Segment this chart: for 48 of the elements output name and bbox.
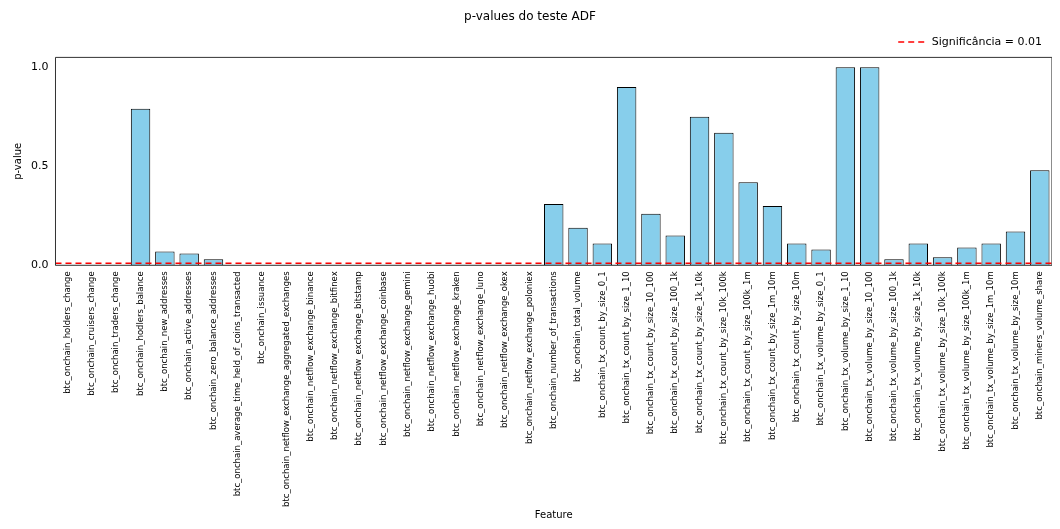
x-tick-label: btc_onchain_netflow_exchange_bitfinex (329, 271, 340, 440)
x-tick-label: btc_onchain_tx_count_by_size_10m (790, 271, 801, 423)
x-tick-label: btc_onchain_tx_volume_by_size_10k_100k (936, 271, 947, 452)
x-tick-label: btc_onchain_tx_count_by_size_1k_10k (693, 271, 704, 434)
x-tick-label: btc_onchain_average_time_held_of_coins_transacted (231, 271, 242, 497)
x-tick-label: btc_onchain_traders_change (110, 271, 121, 393)
x-tick-label: btc_onchain_number_of_transactions (547, 270, 558, 430)
x-tick-label: btc_onchain_tx_volume_by_size_1m_10m (985, 271, 996, 448)
x-tick-label: btc_onchain_tx_volume_by_size_10m (1009, 271, 1020, 430)
x-tick-label: btc_onchain_netflow_exchange_luno (475, 271, 486, 427)
y-tick-label: 0.5 (30, 159, 49, 173)
x-tick-label: btc_onchain_new_addresses (159, 270, 170, 392)
x-tick-label: btc_onchain_netflow_exchange_coinbase (377, 271, 388, 446)
x-tick-label: btc_onchain_total_volume (572, 271, 583, 382)
y-tick-label: 1.0 (30, 60, 49, 74)
x-tick-label: btc_onchain_tx_count_by_size_100_1k (669, 271, 680, 434)
x-tick-label: btc_onchain_tx_count_by_size_10_100 (645, 271, 656, 435)
x-tick-label: btc_onchain_tx_volume_by_size_10_100 (863, 271, 874, 442)
x-tick-label: btc_onchain_netflow_exchange_bitstamp (353, 271, 364, 446)
x-tick-label: btc_onchain_tx_count_by_size_1_10 (620, 271, 631, 424)
x-tick-label: btc_onchain_netflow_exchange_binance (304, 271, 315, 442)
x-tick-label: btc_onchain_netflow_exchange_gemini (402, 271, 413, 438)
x-tick-label: btc_onchain_issuance (256, 271, 267, 364)
x-tick-label: btc_onchain_tx_count_by_size_10k_100k (718, 271, 729, 445)
chart-title: p-values do teste ADF (464, 9, 597, 24)
y-axis-title: p-value (11, 142, 23, 180)
x-tick-label: btc_onchain_hodlers_balance (134, 271, 145, 397)
x-tick-label: btc_onchain_tx_volume_by_size_100_1k (888, 271, 899, 442)
x-tick-label: btc_onchain_tx_volume_by_size_1k_10k (912, 271, 923, 441)
x-tick-label: btc_onchain_cruisers_change (86, 271, 97, 396)
x-tick-label: btc_onchain_tx_volume_by_size_1_10 (839, 271, 850, 432)
y-tick-label: 0.0 (30, 258, 49, 272)
x-tick-label: btc_onchain_tx_volume_by_size_100k_1m (961, 271, 972, 450)
x-tick-label: btc_onchain_netflow_exchange_aggregated_exchanges (280, 270, 291, 508)
x-tick-label: btc_onchain_zero_balance_addresses (207, 270, 218, 431)
x-tick-label: btc_onchain_active_addresses (183, 270, 194, 400)
x-tick-label: btc_onchain_tx_count_by_size_1m_10m (766, 271, 777, 441)
x-tick-label: btc_onchain_netflow_exchange_okex (499, 271, 510, 428)
legend-label: Significância = 0.01 (931, 34, 1043, 48)
x-tick-label: btc_onchain_miners_volume_share (1034, 271, 1044, 420)
x-tick-label: btc_onchain_tx_count_by_size_100k_1m (742, 271, 753, 443)
x-tick-label: btc_onchain_netflow_exchange_kraken (450, 271, 461, 437)
x-axis-title: Feature (534, 508, 573, 520)
x-tick-label: btc_onchain_holders_change (61, 271, 72, 394)
x-tick-label: btc_onchain_tx_volume_by_size_0_1 (815, 271, 826, 426)
x-tick-label: btc_onchain_netflow_exchange_huobi (426, 271, 437, 432)
x-tick-label: btc_onchain_netflow_exchange_poloniex (523, 271, 534, 445)
x-tick-label: btc_onchain_tx_count_by_size_0_1 (596, 271, 607, 419)
